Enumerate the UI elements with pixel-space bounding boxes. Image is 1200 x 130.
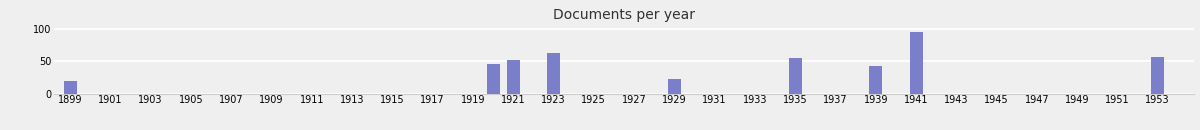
Bar [869, 66, 882, 94]
Bar [486, 64, 499, 94]
Bar [910, 32, 923, 94]
Bar [547, 53, 560, 94]
Bar [64, 81, 77, 94]
Bar [1151, 57, 1164, 94]
Bar [788, 58, 802, 94]
Bar [668, 79, 680, 94]
Bar [506, 60, 520, 94]
Title: Documents per year: Documents per year [553, 8, 695, 22]
